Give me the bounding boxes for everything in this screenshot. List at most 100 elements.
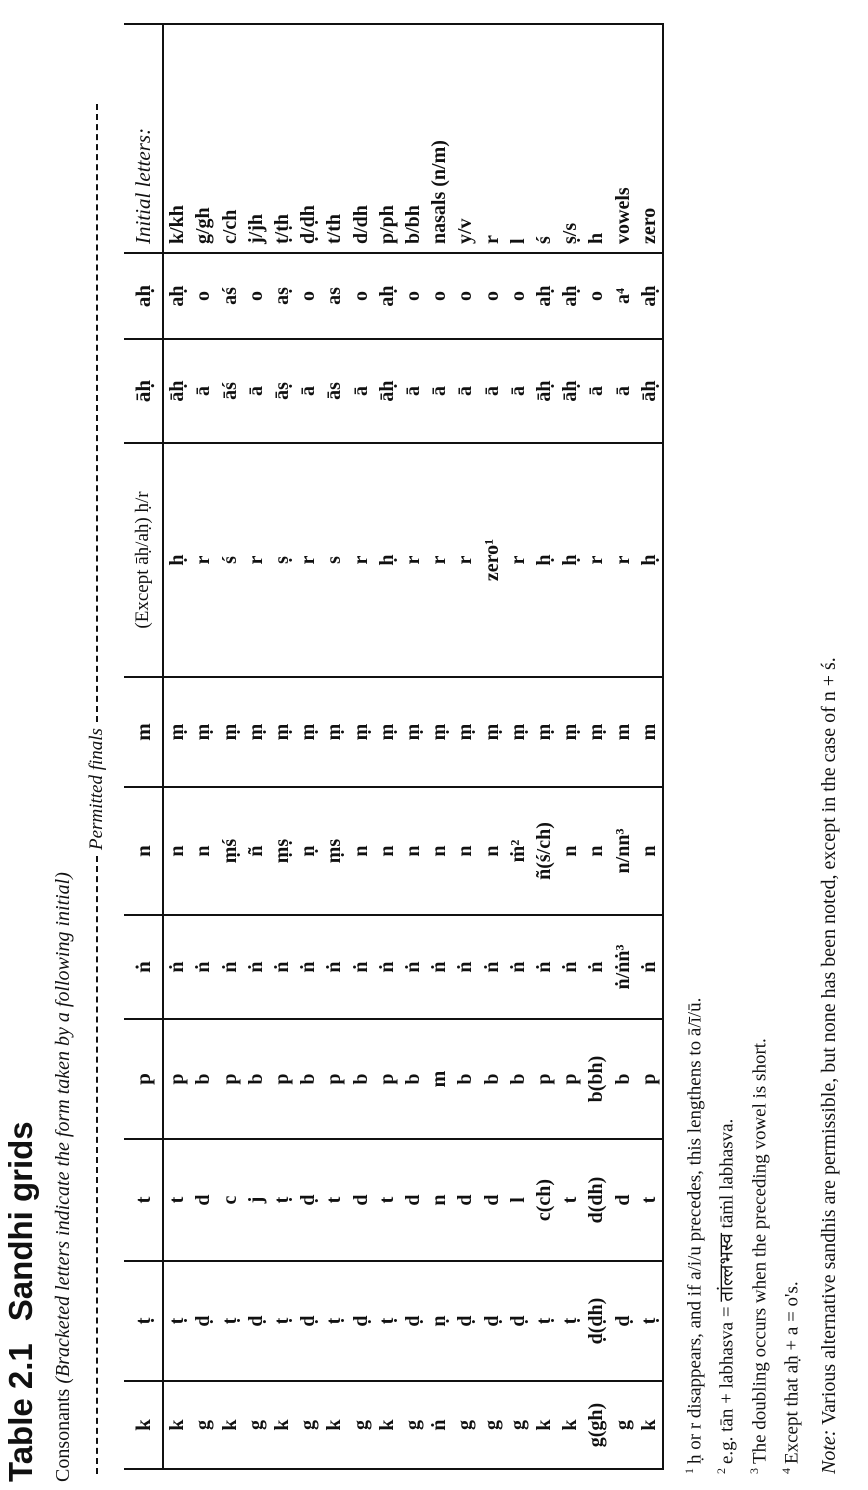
table-cell: p xyxy=(557,1019,584,1139)
subtitle-italic: (Bracketed letters indicate the form tak… xyxy=(52,872,74,1384)
table-row: k ṭ t p ṅ n m ḥ āḥ aḥ zero xyxy=(635,24,663,1469)
table-row: g ḍ d b ṅ n ṃ r ā o y/v xyxy=(452,24,479,1469)
table-cell: b xyxy=(295,1019,322,1139)
table-row: k ṭ c(ch) p ṅ ñ(ś/ch) ṃ ḥ āḥ aḥ ś xyxy=(530,24,558,1469)
table-cell: o xyxy=(399,253,427,339)
col-header: p xyxy=(124,1019,163,1139)
table-row: g ḍ ḍ b ṅ ṇ ṃ r ā o ḍ/ḍh xyxy=(295,24,322,1469)
table-cell: ā xyxy=(347,339,374,443)
table-cell: ḍ xyxy=(295,1139,322,1261)
table-cell: ṅ xyxy=(190,915,217,1019)
table-cell: g xyxy=(295,1381,322,1469)
table-cell: ṃ xyxy=(530,677,558,787)
table-cell: k xyxy=(530,1381,558,1469)
permitted-finals-label: Permitted finals xyxy=(86,728,107,850)
table-cell: g(gh) xyxy=(583,1381,610,1469)
table-cell: b xyxy=(504,1019,531,1139)
table-cell: ṃ xyxy=(504,677,531,787)
dashed-rule-right xyxy=(96,104,98,723)
table-cell: r xyxy=(190,443,217,677)
table-cell: p xyxy=(530,1019,558,1139)
table-cell: ās xyxy=(321,339,348,443)
table-cell: ṃś xyxy=(216,787,243,915)
initial-letter-cell: ṣ/s xyxy=(557,24,584,253)
table-cell: d xyxy=(399,1139,427,1261)
col-header: n xyxy=(124,787,163,915)
table-cell: ṭ xyxy=(321,1261,348,1381)
table-cell: āḥ xyxy=(635,339,663,443)
table-cell: k xyxy=(268,1381,296,1469)
table-cell: ṭ xyxy=(216,1261,243,1381)
table-cell: ś xyxy=(216,443,243,677)
table-row: k ṭ ṭ p ṅ ṃṣ ṃ ṣ āṣ aṣ ṭ/ṭh xyxy=(268,24,296,1469)
table-cell: ḍ xyxy=(242,1261,269,1381)
table-cell: ṅ/ṅṅ³ xyxy=(609,915,636,1019)
table-cell: ṅ xyxy=(426,1381,453,1469)
table-cell: ṭ xyxy=(163,1261,191,1381)
table-cell: o xyxy=(242,253,269,339)
table-cell: o xyxy=(452,253,479,339)
table-cell: n xyxy=(557,787,584,915)
table-cell: aḥ xyxy=(557,253,584,339)
table-cell: ṅ xyxy=(321,915,348,1019)
table-cell: m xyxy=(609,677,636,787)
table-cell: ṅ xyxy=(426,915,453,1019)
table-cell: r xyxy=(609,443,636,677)
table-cell: o xyxy=(295,253,322,339)
table-cell: d xyxy=(452,1139,479,1261)
table-cell: g xyxy=(399,1381,427,1469)
table-cell: ḍ xyxy=(609,1261,636,1381)
table-cell: g xyxy=(242,1381,269,1469)
initial-letter-cell: ṭ/ṭh xyxy=(268,24,296,253)
header-row: k ṭ t p ṅ n m (Except āḥ/aḥ) ḥ/r āḥ aḥ I… xyxy=(124,24,163,1469)
table-cell: p xyxy=(268,1019,296,1139)
col-header: m xyxy=(124,677,163,787)
table-cell: aḥ xyxy=(635,253,663,339)
table-cell: ṃ xyxy=(452,677,479,787)
table-cell: ḍ xyxy=(295,1261,322,1381)
table-cell: l xyxy=(504,1139,531,1261)
table-cell: n xyxy=(190,787,217,915)
table-row: ṅ ṇ n m ṅ n ṃ r ā o nasals (n/m) xyxy=(426,24,453,1469)
table-cell: ṅ xyxy=(347,915,374,1019)
table-cell: ṭ xyxy=(530,1261,558,1381)
table-cell: r xyxy=(452,443,479,677)
initial-letter-cell: ḍ/ḍh xyxy=(295,24,322,253)
table-cell: b xyxy=(478,1019,505,1139)
initial-letter-cell: c/ch xyxy=(216,24,243,253)
table-cell: d xyxy=(609,1139,636,1261)
dashed-rule-left xyxy=(96,855,98,1474)
table-cell: ṇ xyxy=(426,1261,453,1381)
table-row: g ḍ d b ṅ n ṃ r ā o g/gh xyxy=(190,24,217,1469)
table-cell: ṅ xyxy=(504,915,531,1019)
table-cell: n/nn³ xyxy=(609,787,636,915)
table-cell: n xyxy=(426,1139,453,1261)
note: Note: Various alternative sandhis are pe… xyxy=(818,657,841,1474)
table-cell: aś xyxy=(216,253,243,339)
table-cell: k xyxy=(321,1381,348,1469)
table-cell: k xyxy=(373,1381,400,1469)
table-row: k ṭ t p ṅ n ṃ ḥ āḥ aḥ ṣ/s xyxy=(557,24,584,1469)
table-cell: ā xyxy=(583,339,610,443)
table-cell: ṃ xyxy=(295,677,322,787)
table-cell: t xyxy=(163,1139,191,1261)
table-cell: ḍ(ḍh) xyxy=(583,1261,610,1381)
table-cell: ṭ xyxy=(268,1261,296,1381)
table-cell: n xyxy=(163,787,191,915)
table-cell: r xyxy=(242,443,269,677)
initial-letter-cell: ś xyxy=(530,24,558,253)
subtitle-plain: Consonants xyxy=(52,1383,74,1482)
table-cell: āḥ xyxy=(163,339,191,443)
initial-letter-cell: nasals (n/m) xyxy=(426,24,453,253)
initial-letter-cell: j/jh xyxy=(242,24,269,253)
table-cell: ḥ xyxy=(373,443,400,677)
footnote: 1ḥ or r disappears, and if a/i/u precede… xyxy=(682,997,706,1474)
table-cell: āḥ xyxy=(530,339,558,443)
table-cell: ḍ xyxy=(452,1261,479,1381)
footnote: 3The doubling occurs when the preceding … xyxy=(746,1038,770,1474)
col-header: āḥ xyxy=(124,339,163,443)
table-cell: ā xyxy=(426,339,453,443)
table-cell: ṃ xyxy=(426,677,453,787)
table-cell: b xyxy=(399,1019,427,1139)
table-row: g ḍ d b ṅ n ṃ r ā o d/dh xyxy=(347,24,374,1469)
